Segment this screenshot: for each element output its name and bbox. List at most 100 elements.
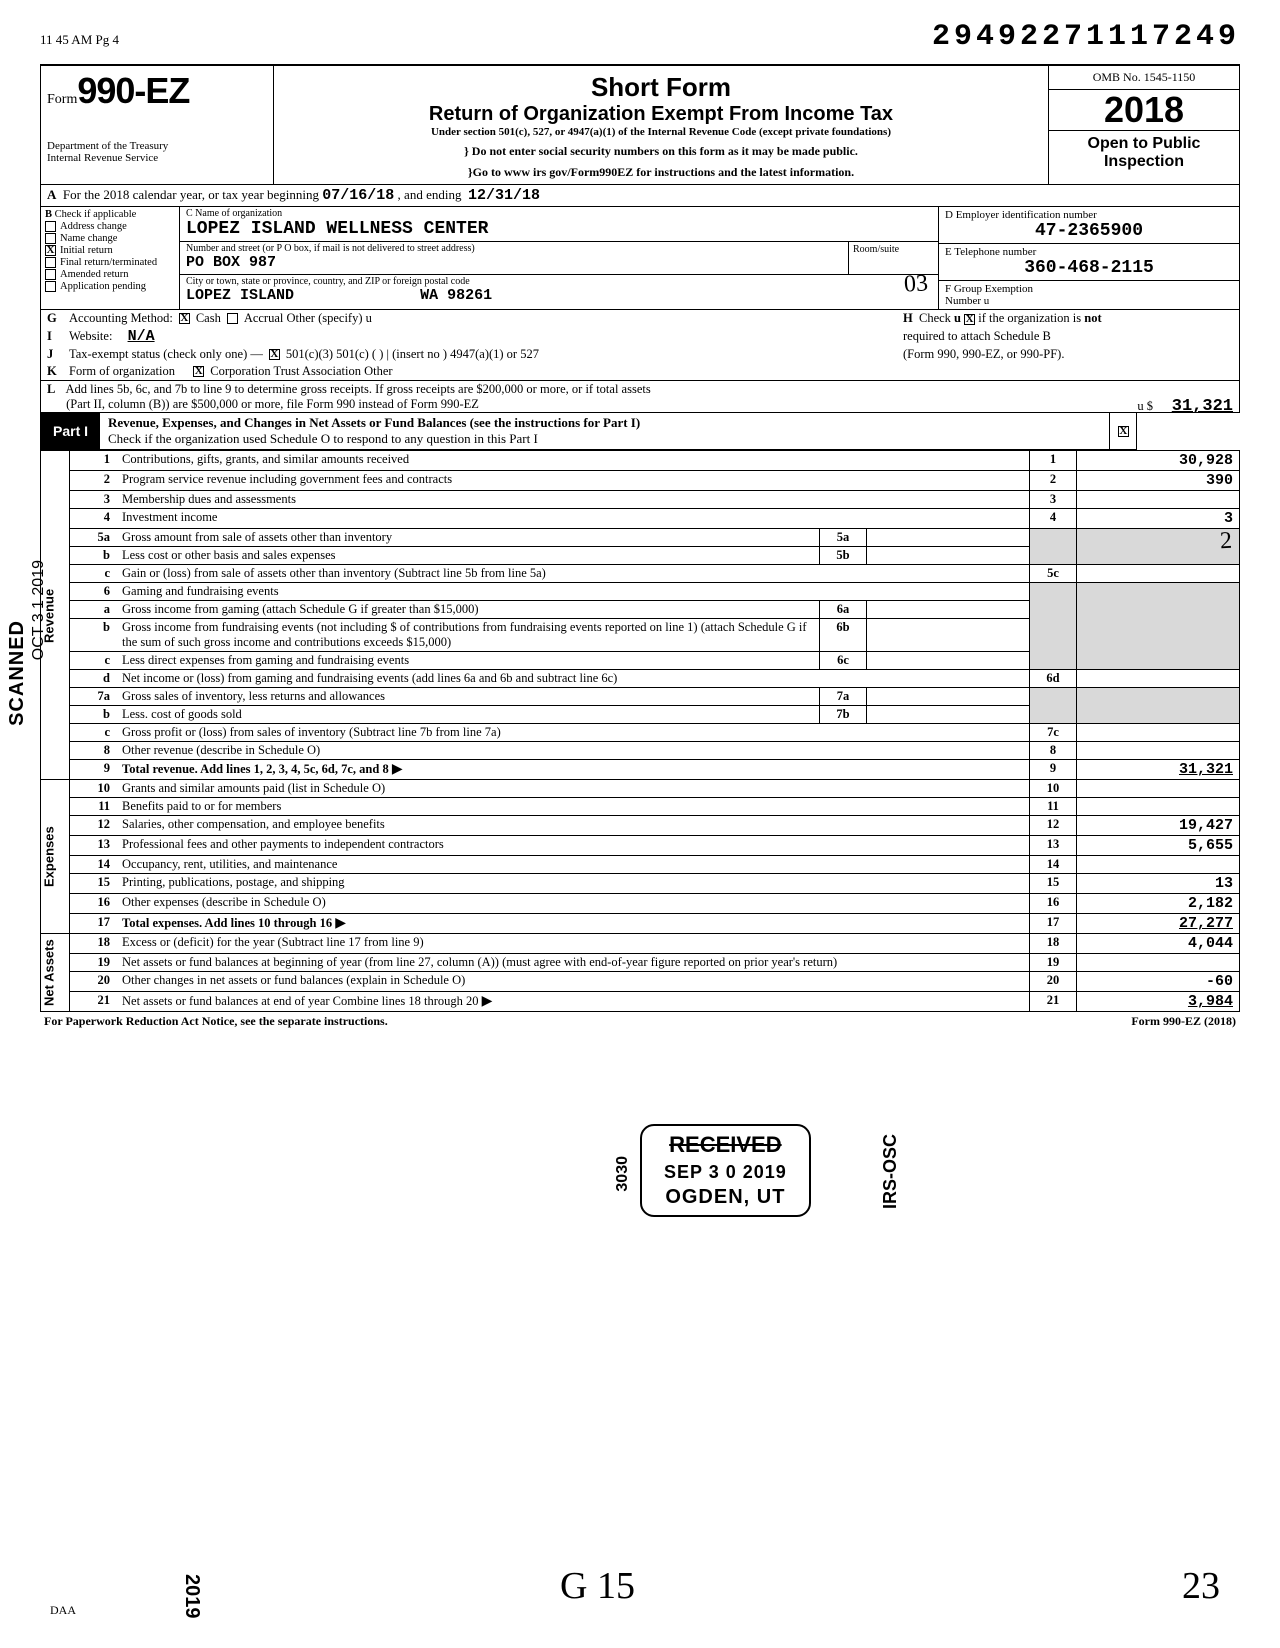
l3-desc: Membership dues and assessments: [116, 491, 1030, 509]
open-public-1: Open to Public: [1049, 135, 1239, 153]
l4-amt: 3: [1077, 509, 1240, 529]
l14-amt: [1077, 856, 1240, 874]
l13-desc: Professional fees and other payments to …: [116, 836, 1030, 856]
ck-corporation[interactable]: X: [193, 366, 204, 377]
state-zip: WA 98261: [420, 287, 492, 304]
b-item-2: Initial return: [60, 245, 113, 256]
k-label: Form of organization: [69, 364, 175, 379]
ck-schedule-o[interactable]: X: [1118, 426, 1129, 437]
l6a-iamt: [867, 601, 1030, 619]
title-return: Return of Organization Exempt From Incom…: [280, 103, 1042, 126]
l8-box: 8: [1030, 742, 1077, 760]
l14-num: 14: [70, 856, 117, 874]
ck-cash[interactable]: X: [179, 313, 190, 324]
scanned-stamp: SCANNED: [6, 620, 29, 726]
b-item-1: Name change: [60, 233, 117, 244]
footer-right: Form 990-EZ (2018): [1131, 1014, 1236, 1029]
ck-accrual[interactable]: [227, 313, 238, 324]
l3-box: 3: [1030, 491, 1077, 509]
l15-desc: Printing, publications, postage, and shi…: [116, 874, 1030, 894]
l21-box: 21: [1030, 992, 1077, 1012]
l20-desc: Other changes in net assets or fund bala…: [116, 972, 1030, 992]
l7c-desc: Gross profit or (loss) from sales of inv…: [116, 724, 1030, 742]
directive-1: } Do not enter social security numbers o…: [280, 144, 1042, 159]
footer-left: For Paperwork Reduction Act Notice, see …: [44, 1014, 388, 1029]
title-short-form: Short Form: [280, 72, 1042, 103]
received-word: RECEIVED: [664, 1130, 787, 1160]
l3-num: 3: [70, 491, 117, 509]
received-3030: 3030: [614, 1156, 632, 1192]
l9-desc: Total revenue. Add lines 1, 2, 3, 4, 5c,…: [116, 760, 1030, 780]
line-a-mid: , and ending: [398, 187, 462, 202]
b-item-5: Application pending: [60, 281, 146, 292]
l5b-ibox: 5b: [820, 547, 867, 565]
part-1-table: Revenue 1 Contributions, gifts, grants, …: [40, 450, 1240, 1012]
l13-num: 13: [70, 836, 117, 856]
scanned-date: OCT 3 1 2019: [30, 560, 48, 660]
l13-box: 13: [1030, 836, 1077, 856]
l13-amt: 5,655: [1077, 836, 1240, 856]
l21-num: 21: [70, 992, 117, 1012]
l4-box: 4: [1030, 509, 1077, 529]
i-label: Website:: [69, 329, 112, 344]
l16-box: 16: [1030, 894, 1077, 914]
l6d-box: 6d: [1030, 670, 1077, 688]
ck-address-change[interactable]: [45, 221, 56, 232]
directive-2: }Go to www irs gov/Form990EZ for instruc…: [280, 165, 1042, 180]
l2-desc: Program service revenue including govern…: [116, 471, 1030, 491]
form-number: 990-EZ: [77, 70, 189, 111]
d-label: D Employer identification number: [945, 209, 1097, 221]
tax-year: 2018: [1049, 90, 1239, 131]
l4-desc: Investment income: [116, 509, 1030, 529]
l7a-num: 7a: [70, 688, 117, 706]
l12-amt: 19,427: [1077, 816, 1240, 836]
line-a-prefix: For the 2018 calendar year, or tax year …: [63, 187, 319, 202]
l7ab-grey-amt: [1077, 688, 1240, 724]
l16-amt: 2,182: [1077, 894, 1240, 914]
l8-desc: Other revenue (describe in Schedule O): [116, 742, 1030, 760]
l12-box: 12: [1030, 816, 1077, 836]
l6b-num: b: [70, 619, 117, 652]
ck-name-change[interactable]: [45, 233, 56, 244]
l18-amt: 4,044: [1077, 934, 1240, 954]
l11-box: 11: [1030, 798, 1077, 816]
l7b-iamt: [867, 706, 1030, 724]
ck-initial-return[interactable]: X: [45, 245, 56, 256]
l11-num: 11: [70, 798, 117, 816]
open-public-2: Inspection: [1049, 153, 1239, 171]
l1-amt: 30,928: [1077, 451, 1240, 471]
l6a-num: a: [70, 601, 117, 619]
l7c-num: c: [70, 724, 117, 742]
ck-final-return[interactable]: [45, 257, 56, 268]
org-name: LOPEZ ISLAND WELLNESS CENTER: [180, 219, 938, 241]
l5a-num: 5a: [70, 529, 117, 547]
l7b-desc: Less. cost of goods sold: [116, 706, 820, 724]
l6b-iamt: [867, 619, 1030, 652]
l10-num: 10: [70, 780, 117, 798]
l5b-iamt: [867, 547, 1030, 565]
page-stamp: 11 45 AM Pg 4: [40, 32, 119, 48]
ck-amended-return[interactable]: [45, 269, 56, 280]
l6d-amt: [1077, 670, 1240, 688]
line-a: A For the 2018 calendar year, or tax yea…: [40, 185, 1240, 207]
ck-schedule-b[interactable]: X: [964, 314, 975, 325]
hand-03: 03: [903, 270, 928, 298]
l15-box: 15: [1030, 874, 1077, 894]
l-prefix: u $: [1137, 399, 1153, 413]
city: LOPEZ ISLAND: [186, 287, 294, 304]
b-item-4: Amended return: [60, 269, 129, 280]
l6-grey-box: [1030, 583, 1077, 670]
l5a-iamt: [867, 529, 1030, 547]
l17-num: 17: [70, 914, 117, 934]
l6-desc: Gaming and fundraising events: [116, 583, 1030, 601]
l5c-box: 5c: [1030, 565, 1077, 583]
l6b-desc: Gross income from fundraising events (no…: [116, 619, 820, 652]
l7b-ibox: 7b: [820, 706, 867, 724]
l16-num: 16: [70, 894, 117, 914]
l19-box: 19: [1030, 954, 1077, 972]
l11-amt: [1077, 798, 1240, 816]
ck-501c3[interactable]: X: [269, 349, 280, 360]
l8-num: 8: [70, 742, 117, 760]
l5b-desc: Less cost or other basis and sales expen…: [116, 547, 820, 565]
ck-application-pending[interactable]: [45, 281, 56, 292]
